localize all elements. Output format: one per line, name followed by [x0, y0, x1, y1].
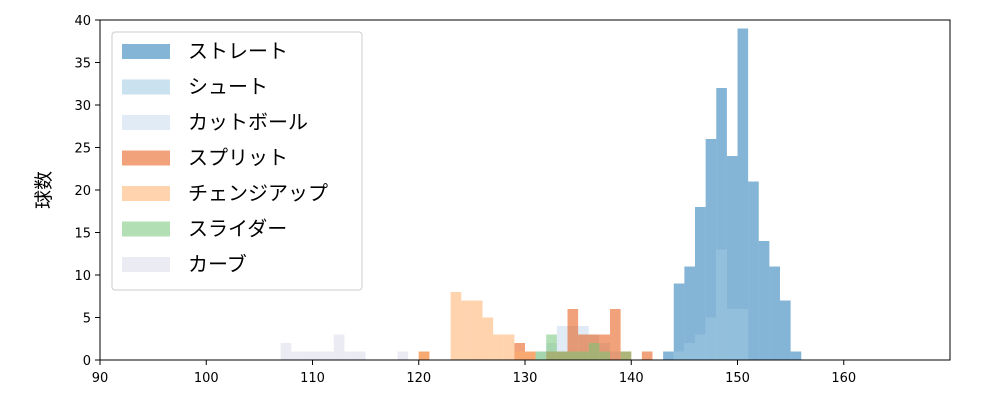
bar-series-7-x118 [397, 351, 409, 360]
bar-series-6-x136 [588, 343, 600, 360]
legend-label-2: シュート [188, 75, 268, 99]
y-axis: 0 5 10 15 20 25 30 35 40 [74, 14, 100, 369]
legend-swatch-7 [122, 257, 170, 272]
bar-series-1-x148 [716, 88, 727, 360]
bar-series-7-x107 [280, 343, 292, 360]
bar-series-4-x137 [599, 334, 611, 360]
bar-series-6-x139 [620, 351, 632, 360]
y-tick-label: 15 [74, 227, 91, 242]
y-tick-label: 10 [74, 269, 91, 284]
bar-series-6-x131 [535, 351, 547, 360]
bar-series-7-x110 [312, 351, 324, 360]
y-tick-label: 35 [74, 57, 91, 72]
bar-series-2-x144 [673, 351, 685, 360]
y-tick-label: 25 [74, 142, 91, 157]
bar-series-6-x133 [556, 351, 568, 360]
x-tick-label: 150 [725, 371, 750, 386]
bar-series-2-x145 [684, 343, 696, 360]
bar-series-1-x152 [758, 241, 770, 360]
legend-label-5: チェンジアップ [188, 181, 328, 205]
bar-series-2-x149 [726, 309, 738, 360]
y-tick-label: 30 [74, 99, 91, 114]
bar-series-5-x120 [418, 351, 430, 360]
legend-swatch-1 [122, 44, 170, 59]
bar-series-6-x134 [567, 351, 579, 360]
bar-series-1-x150 [737, 28, 749, 360]
bar-series-5-x130 [525, 351, 536, 360]
legend-label-4: スプリット [188, 146, 288, 170]
legend-swatch-5 [122, 186, 170, 201]
legend-box [111, 31, 363, 291]
bar-series-1-x144 [673, 283, 685, 360]
bar-series-5-x129 [514, 351, 526, 360]
bar-series-7-x113 [344, 351, 356, 360]
bar-series-6-x137 [599, 351, 611, 360]
bar-series-1-x147 [705, 139, 717, 360]
bar-series-5-x128 [503, 334, 515, 360]
legend-label-6: スライダー [188, 217, 287, 241]
bar-series-4-x135 [578, 334, 589, 360]
bar-series-7-x114 [355, 351, 366, 360]
y-tick-label: 5 [83, 312, 91, 327]
bar-series-7-x111 [323, 351, 334, 360]
x-tick-label: 160 [831, 371, 856, 386]
x-tick-label: 90 [92, 371, 109, 386]
legend-label-7: カーブ [188, 252, 247, 276]
bar-series-5-x123 [450, 292, 462, 360]
bar-series-4-x134 [567, 309, 579, 360]
bar-series-5-x124 [461, 300, 472, 360]
bar-series-7-x112 [333, 334, 345, 360]
x-tick-label: 140 [619, 371, 644, 386]
bar-series-1-x149 [726, 156, 738, 360]
x-tick-label: 130 [513, 371, 538, 386]
bar-series-2-x150 [737, 309, 749, 360]
x-tick-label: 110 [300, 371, 325, 386]
bar-series-7-x109 [301, 351, 313, 360]
bar-series-2-x148 [716, 249, 727, 360]
x-axis: 90 100 110 120 130 140 150 160 [92, 360, 856, 386]
bar-series-5-x127 [493, 334, 504, 360]
bar-series-1-x154 [780, 300, 791, 360]
bar-series-1-x145 [684, 266, 696, 360]
x-tick-label: 100 [194, 371, 219, 386]
bar-series-5-x125 [471, 300, 483, 360]
bar-series-1-x151 [748, 181, 759, 360]
legend-label-3: カットボール [188, 110, 308, 134]
y-axis-label: 球数 [33, 171, 55, 209]
bar-series-4-x141 [641, 351, 653, 360]
y-tick-label: 40 [74, 14, 91, 29]
legend-swatch-3 [122, 115, 170, 130]
y-tick-label: 20 [74, 184, 91, 199]
bar-series-1-x143 [663, 351, 674, 360]
bar-series-2-x146 [695, 334, 706, 360]
x-tick-label: 120 [406, 371, 431, 386]
bar-series-2-x147 [705, 317, 717, 360]
bar-series-4-x138 [610, 309, 621, 360]
legend-swatch-6 [122, 221, 170, 237]
bar-series-5-x126 [482, 317, 494, 360]
bar-series-3-x133 [556, 326, 568, 360]
bar-series-6-x135 [578, 351, 589, 360]
bar-series-1-x146 [695, 207, 706, 360]
bar-series-7-x108 [291, 351, 302, 360]
bar-series-1-x153 [769, 266, 781, 360]
bar-series-1-x155 [790, 351, 802, 360]
legend-label-1: ストレート [188, 39, 288, 63]
bars-layer [280, 28, 802, 360]
legend-swatch-2 [122, 79, 170, 95]
bar-series-6-x132 [546, 334, 557, 360]
y-tick-label: 0 [83, 354, 91, 369]
legend-swatch-4 [122, 150, 170, 166]
